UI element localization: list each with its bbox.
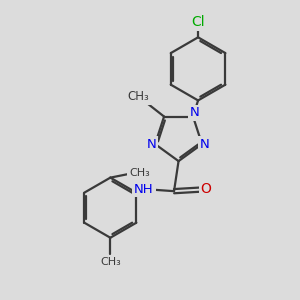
Text: O: O	[201, 182, 212, 196]
Text: CH₃: CH₃	[100, 257, 121, 267]
Text: N: N	[200, 138, 210, 151]
Text: N: N	[190, 106, 200, 119]
Text: CH₃: CH₃	[129, 168, 150, 178]
Text: CH₃: CH₃	[128, 90, 149, 103]
Text: N: N	[147, 138, 156, 151]
Text: Cl: Cl	[191, 15, 205, 29]
Text: NH: NH	[134, 183, 154, 196]
